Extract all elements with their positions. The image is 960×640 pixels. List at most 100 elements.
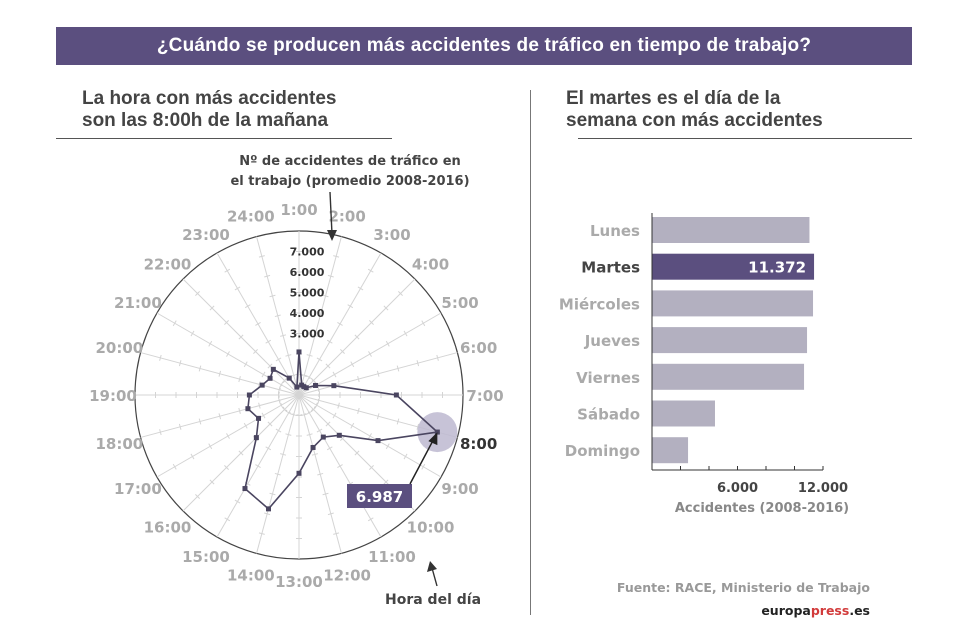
right-subtitle-line2: semana con más accidentes xyxy=(566,110,823,131)
radar-point-2000 xyxy=(259,382,265,388)
radar-tick xyxy=(275,357,282,362)
hour-label: 23:00 xyxy=(182,226,230,244)
radar-tick xyxy=(234,286,241,291)
radar-tick xyxy=(385,443,390,450)
radial-tick-label: 3.000 xyxy=(290,328,325,341)
radar-tick xyxy=(285,410,292,415)
note-arrow-line xyxy=(329,191,333,235)
hour-label: 2:00 xyxy=(328,207,365,225)
radar-tick xyxy=(261,412,266,419)
radar-tick xyxy=(403,330,408,337)
radar-tick xyxy=(327,274,334,278)
radar-tick xyxy=(357,376,360,383)
radar-tick xyxy=(172,463,177,470)
annotation-arrow-line xyxy=(409,435,437,485)
radar-tick xyxy=(416,360,420,367)
radar-tick xyxy=(337,322,343,326)
radar-tick xyxy=(333,532,340,535)
hour-axis-note: Hora del día xyxy=(385,592,482,608)
day-label: Jueves xyxy=(584,332,640,350)
radar-tick xyxy=(195,493,201,499)
radar-tick xyxy=(416,423,420,430)
bar-lunes xyxy=(652,217,810,243)
radar-tick xyxy=(195,291,201,297)
radar-tick xyxy=(159,429,162,436)
radar-tick xyxy=(369,465,374,470)
hour-label: 5:00 xyxy=(441,294,478,312)
radar-tick xyxy=(354,334,360,340)
right-subtitle-line1: El martes es el día de la xyxy=(566,88,781,109)
brand-tld: .es xyxy=(849,603,870,618)
left-subtitle-line1: La hora con más accidentes xyxy=(82,88,337,109)
radar-tick xyxy=(267,421,273,427)
day-label: Sábado xyxy=(577,406,640,424)
hour-label: 3:00 xyxy=(373,226,410,244)
radar-tick xyxy=(332,371,337,378)
radar-tick xyxy=(264,512,271,516)
radar-tick xyxy=(317,314,324,318)
radar-tick xyxy=(301,373,308,377)
radar-tick xyxy=(226,351,230,357)
hour-label: 14:00 xyxy=(227,567,275,585)
radar-tick xyxy=(253,349,258,354)
radar-point-700 xyxy=(393,392,399,398)
annotation-arrow-head xyxy=(428,432,438,446)
bar-x-tick-label: 6.000 xyxy=(717,481,758,496)
radar-tick xyxy=(317,386,321,393)
radar-tick xyxy=(218,370,222,377)
radar-point-1300 xyxy=(296,470,302,476)
radar-tick xyxy=(436,354,439,361)
radar-tick xyxy=(198,365,202,372)
radar-tick xyxy=(190,453,195,460)
hour-label: 15:00 xyxy=(182,548,230,566)
radar-tick xyxy=(357,286,364,291)
panel-divider xyxy=(530,90,531,615)
radar-point-1200 xyxy=(310,444,316,450)
radar-tick xyxy=(285,433,292,436)
hour-label: 24:00 xyxy=(227,207,275,225)
radar-tick xyxy=(265,446,272,451)
radar-tick xyxy=(255,464,261,468)
radar-point-100 xyxy=(296,349,302,355)
radar-tick xyxy=(306,433,313,436)
radar-tick xyxy=(238,407,241,414)
hour-label: 6:00 xyxy=(460,339,497,357)
radar-tick xyxy=(243,422,248,429)
radar-tick xyxy=(255,322,261,326)
radar-tick xyxy=(376,370,380,377)
radar-tick xyxy=(385,340,390,347)
radar-tick xyxy=(314,402,319,409)
radar-point-600 xyxy=(331,383,337,389)
radar-tick xyxy=(311,378,316,383)
radar-tick xyxy=(224,320,229,325)
radar-tick xyxy=(243,361,248,368)
radar-point-1600 xyxy=(253,435,259,441)
day-label: Martes xyxy=(581,259,640,277)
radar-point-1400 xyxy=(265,506,271,512)
radar-tick xyxy=(325,363,331,369)
radar-tick xyxy=(209,479,215,485)
hour-label: 18:00 xyxy=(95,435,143,453)
hour-label: 10:00 xyxy=(407,519,455,537)
left-rule xyxy=(56,138,392,139)
radar-tick xyxy=(279,402,284,409)
radar-tick xyxy=(290,413,297,417)
radar-note-line1: Nº de accidentes de tráfico en xyxy=(239,154,461,169)
radar-tick xyxy=(274,472,281,476)
bar-martes xyxy=(652,253,815,280)
radar-tick xyxy=(224,465,229,470)
radar-tick xyxy=(326,446,333,451)
radar-tick xyxy=(383,305,389,311)
radar-tick xyxy=(367,268,374,273)
radar-tick xyxy=(340,436,345,441)
hour-label: 1:00 xyxy=(280,201,317,219)
radar-tick xyxy=(311,334,318,337)
radar-point-1500 xyxy=(242,486,248,492)
main-title: ¿Cuándo se producen más accidentes de tr… xyxy=(56,27,912,65)
radar-tick xyxy=(226,433,230,439)
radar-point-2200 xyxy=(270,366,276,372)
source-text: Fuente: RACE, Ministerio de Trabajo xyxy=(616,580,870,595)
radar-tick xyxy=(277,397,281,404)
radar-tick xyxy=(350,422,355,429)
radar-tick xyxy=(316,428,323,433)
